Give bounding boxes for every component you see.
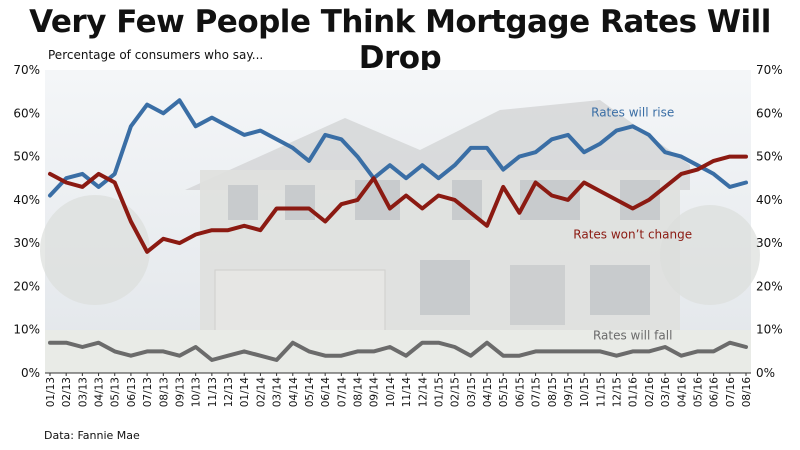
x-tick-label: 10/15	[579, 377, 591, 407]
x-tick-label: 09/15	[563, 377, 575, 407]
x-tick-label: 06/13	[126, 377, 138, 407]
x-tick-label: 04/13	[94, 377, 106, 407]
x-tick-label: 01/15	[433, 377, 445, 407]
x-tick-label: 09/13	[174, 377, 186, 407]
x-tick-label: 05/15	[498, 377, 510, 407]
x-tick-label: 11/13	[207, 377, 219, 407]
y-tick-label-right: 60%	[756, 106, 783, 120]
x-tick-label: 02/16	[644, 377, 656, 408]
x-tick-label: 03/13	[77, 377, 89, 407]
chart-title: Very Few People Think Mortgage Rates Wil…	[29, 4, 771, 76]
series-line-no-change	[48, 154, 748, 254]
x-tick-label: 01/16	[628, 377, 640, 408]
x-tick-label: 06/16	[709, 377, 721, 408]
series-labels: Rates will rise Rates won’t change Rates w…	[573, 105, 692, 342]
x-tick-label: 01/14	[239, 377, 251, 408]
y-tick-label-left: 30%	[13, 236, 40, 250]
x-tick-label: 07/13	[142, 377, 154, 407]
y-tick-label-left: 0%	[21, 366, 40, 380]
x-tick-label: 06/15	[514, 377, 526, 407]
y-tick-label-left: 40%	[13, 193, 40, 207]
series-line-fall	[48, 340, 748, 362]
x-tick-label: 07/15	[531, 377, 543, 407]
y-tick-label-right: 40%	[756, 193, 783, 207]
y-tick-label-right: 30%	[756, 236, 783, 250]
x-tick-label: 01/13	[45, 377, 57, 407]
y-tick-label-right: 0%	[756, 366, 775, 380]
y-axis-right: 0% 10% 20% 30% 40% 50% 60% 70%	[756, 63, 783, 380]
x-tick-label: 04/14	[288, 377, 300, 408]
x-tick-label: 03/16	[660, 377, 672, 408]
x-tick-label: 03/14	[272, 377, 284, 408]
series-label-rise: Rates will rise	[591, 105, 674, 119]
y-tick-label-left: 70%	[13, 63, 40, 77]
x-tick-label: 03/15	[466, 377, 478, 407]
data-source: Data: Fannie Mae	[44, 429, 140, 442]
x-tick-label: 12/15	[612, 377, 624, 407]
series-label-no-change: Rates won’t change	[573, 228, 692, 242]
series-label-fall: Rates will fall	[593, 328, 672, 342]
x-tick-label: 12/13	[223, 377, 235, 407]
x-tick-label: 10/13	[191, 377, 203, 407]
x-tick-label: 09/14	[369, 377, 381, 408]
y-tick-label-left: 20%	[13, 279, 40, 293]
x-tick-label: 07/14	[336, 377, 348, 408]
y-tick-label-right: 20%	[756, 279, 783, 293]
x-tick-label: 05/13	[110, 377, 122, 407]
y-tick-label-left: 50%	[13, 150, 40, 164]
y-axis-left: 0% 10% 20% 30% 40% 50% 60% 70%	[13, 63, 40, 380]
x-tick-label: 02/13	[61, 377, 73, 407]
x-tick-label: 08/14	[353, 377, 365, 408]
y-tick-label-right: 50%	[756, 150, 783, 164]
x-tick-label: 04/15	[482, 377, 494, 407]
y-tick-label-left: 60%	[13, 106, 40, 120]
y-tick-label-right: 70%	[756, 63, 783, 77]
x-tick-label: 05/14	[304, 377, 316, 408]
x-tick-label: 05/16	[692, 377, 704, 408]
series-line-rise	[48, 98, 748, 198]
series-lines	[48, 98, 748, 362]
x-tick-label: 11/14	[401, 377, 413, 408]
x-tick-label: 08/13	[158, 377, 170, 407]
x-axis: 01/13 02/13 03/13 04/13 05/13 06/13 07/13 08/13…	[45, 373, 753, 407]
x-tick-label: 04/16	[676, 377, 688, 408]
x-tick-label: 08/15	[547, 377, 559, 407]
y-tick-label-right: 10%	[756, 323, 783, 337]
x-tick-label: 02/15	[450, 377, 462, 407]
x-tick-label: 11/15	[595, 377, 607, 407]
x-tick-label: 07/16	[725, 377, 737, 408]
x-tick-label: 02/14	[255, 377, 267, 408]
x-tick-label: 12/14	[417, 377, 429, 408]
y-tick-label-left: 10%	[13, 323, 40, 337]
chart-subtitle: Percentage of consumers who say...	[48, 48, 264, 62]
x-tick-label: 06/14	[320, 377, 332, 408]
x-tick-label: 10/14	[385, 377, 397, 408]
x-tick-label: 08/16	[741, 377, 753, 408]
